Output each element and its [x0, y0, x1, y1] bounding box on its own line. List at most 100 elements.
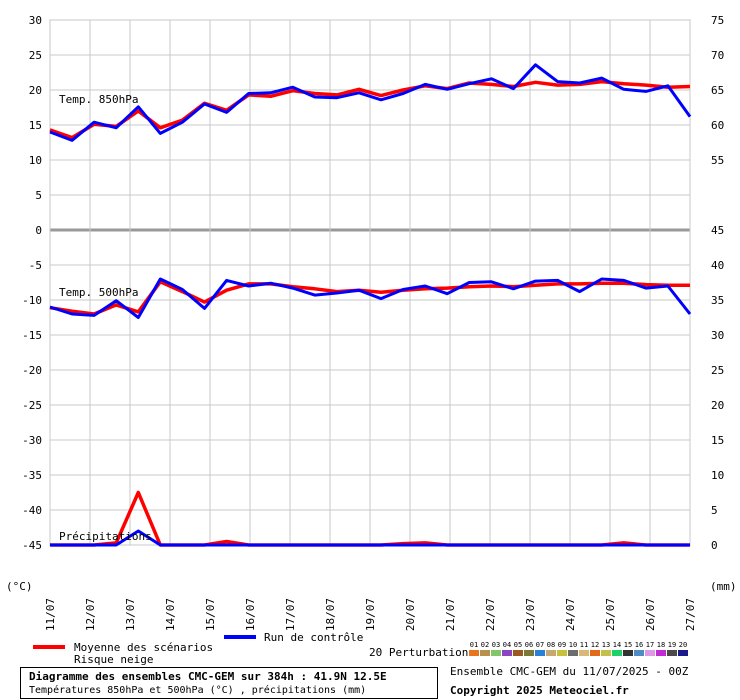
- right-tick-label: 35: [711, 294, 724, 307]
- perturbation-id: 06: [525, 641, 533, 649]
- right-tick-label: 70: [711, 49, 724, 62]
- x-tick-label: 23/07: [524, 598, 537, 631]
- left-tick-label: 0: [35, 224, 42, 237]
- perturbation-id: 12: [591, 641, 599, 649]
- perturbation-id: 10: [569, 641, 577, 649]
- left-unit: (°C): [6, 580, 33, 593]
- panel-label-t500: Temp. 500hPa: [59, 286, 138, 299]
- perturbation-id: 19: [668, 641, 676, 649]
- perturbation-swatch: [667, 650, 677, 656]
- right-tick-label: 65: [711, 84, 724, 97]
- x-tick-label: 26/07: [644, 598, 657, 631]
- perturbation-id: 16: [635, 641, 643, 649]
- x-tick-label: 22/07: [484, 598, 497, 631]
- x-tick-label: 18/07: [324, 598, 337, 631]
- perturbation-id: 14: [613, 641, 621, 649]
- right-tick-label: 40: [711, 259, 724, 272]
- x-tick-label: 12/07: [84, 598, 97, 631]
- panel-label-t850: Temp. 850hPa: [59, 93, 138, 106]
- perturbation-legend: 01 02 03 04 05 06 07 08 09 10 11 12 13 14 15 16 17 18 19 20: [469, 641, 688, 656]
- legend-mean-label: Moyenne des scénarios: [74, 641, 213, 654]
- left-tick-label: 20: [29, 84, 42, 97]
- right-tick-label: 45: [711, 224, 724, 237]
- right-tick-label: 5: [711, 504, 718, 517]
- perturbation-swatch: [656, 650, 666, 656]
- right-tick-label: 20: [711, 399, 724, 412]
- perturbation-swatch: [469, 650, 479, 656]
- perturbation-id: 15: [624, 641, 632, 649]
- perturbation-id: 02: [481, 641, 489, 649]
- x-tick-label: 27/07: [684, 598, 697, 631]
- x-tick-label: 24/07: [564, 598, 577, 631]
- left-tick-label: 5: [35, 189, 42, 202]
- chart-series: [49, 63, 692, 547]
- series-line-0-t850: [49, 79, 691, 140]
- ensemble-chart: 302520151050-5-10-15-20-25-30-35-40-4555…: [6, 14, 737, 665]
- left-tick-label: 10: [29, 154, 42, 167]
- left-tick-label: -25: [22, 399, 42, 412]
- x-tick-label: 25/07: [604, 598, 617, 631]
- perturbation-swatch: [568, 650, 578, 656]
- chart-axes: 302520151050-5-10-15-20-25-30-35-40-4555…: [22, 14, 724, 631]
- x-tick-label: 11/07: [44, 598, 57, 631]
- left-tick-label: -45: [22, 539, 42, 552]
- right-tick-label: 10: [711, 469, 724, 482]
- perturbation-id: 17: [646, 641, 654, 649]
- legend-snow-label: Risque neige: [74, 653, 153, 665]
- right-tick-label: 15: [711, 434, 724, 447]
- legend-control-label: Run de contrôle: [264, 631, 363, 644]
- panel-label-precip: Précipitations: [59, 530, 152, 543]
- perturbation-id: 13: [602, 641, 610, 649]
- copyright-notice: Copyright 2025 Meteociel.fr: [450, 684, 629, 697]
- ensemble-run-info: Ensemble CMC-GEM du 11/07/2025 - 00Z: [450, 665, 689, 678]
- perturbation-swatch: [645, 650, 655, 656]
- perturbation-swatch: [535, 650, 545, 656]
- perturbation-id: 03: [492, 641, 500, 649]
- left-tick-label: 15: [29, 119, 42, 132]
- perturbation-swatch: [480, 650, 490, 656]
- x-tick-label: 21/07: [444, 598, 457, 631]
- perturbation-id: 05: [514, 641, 522, 649]
- caption-title: Diagramme des ensembles CMC-GEM sur 384h…: [29, 670, 387, 683]
- right-tick-label: 25: [711, 364, 724, 377]
- perturbation-id: 18: [657, 641, 665, 649]
- legend-perturbations-label: 20 Perturbations: [369, 646, 475, 659]
- perturbation-swatch: [634, 650, 644, 656]
- right-tick-label: 0: [711, 539, 718, 552]
- left-tick-label: -35: [22, 469, 42, 482]
- perturbation-swatch: [546, 650, 556, 656]
- series-line-1-t850: [49, 63, 692, 142]
- x-tick-label: 17/07: [284, 598, 297, 631]
- perturbation-id: 08: [547, 641, 555, 649]
- perturbation-swatch: [579, 650, 589, 656]
- left-tick-label: -5: [29, 259, 42, 272]
- perturbation-swatch: [491, 650, 501, 656]
- perturbation-id: 20: [679, 641, 687, 649]
- series-line-1-t500: [49, 277, 692, 319]
- perturbation-swatch: [612, 650, 622, 656]
- chart-caption: Diagramme des ensembles CMC-GEM sur 384h…: [20, 667, 438, 699]
- perturbation-swatch: [678, 650, 688, 656]
- perturbation-swatch: [524, 650, 534, 656]
- right-unit: (mm): [710, 580, 737, 593]
- perturbation-swatch: [601, 650, 611, 656]
- perturbation-swatch: [502, 650, 512, 656]
- left-tick-label: 30: [29, 14, 42, 27]
- right-tick-label: 30: [711, 329, 724, 342]
- series-line-1-precip: [50, 529, 690, 547]
- left-tick-label: 25: [29, 49, 42, 62]
- left-tick-label: -15: [22, 329, 42, 342]
- perturbation-id: 04: [503, 641, 511, 649]
- x-tick-label: 20/07: [404, 598, 417, 631]
- x-tick-label: 14/07: [164, 598, 177, 631]
- x-tick-label: 15/07: [204, 598, 217, 631]
- left-tick-label: -30: [22, 434, 42, 447]
- x-tick-label: 19/07: [364, 598, 377, 631]
- perturbation-id: 11: [580, 641, 588, 649]
- perturbation-swatch: [513, 650, 523, 656]
- left-tick-label: -10: [22, 294, 42, 307]
- perturbation-id: 01: [470, 641, 478, 649]
- perturbation-swatch: [623, 650, 633, 656]
- x-tick-label: 13/07: [124, 598, 137, 631]
- perturbation-swatch: [557, 650, 567, 656]
